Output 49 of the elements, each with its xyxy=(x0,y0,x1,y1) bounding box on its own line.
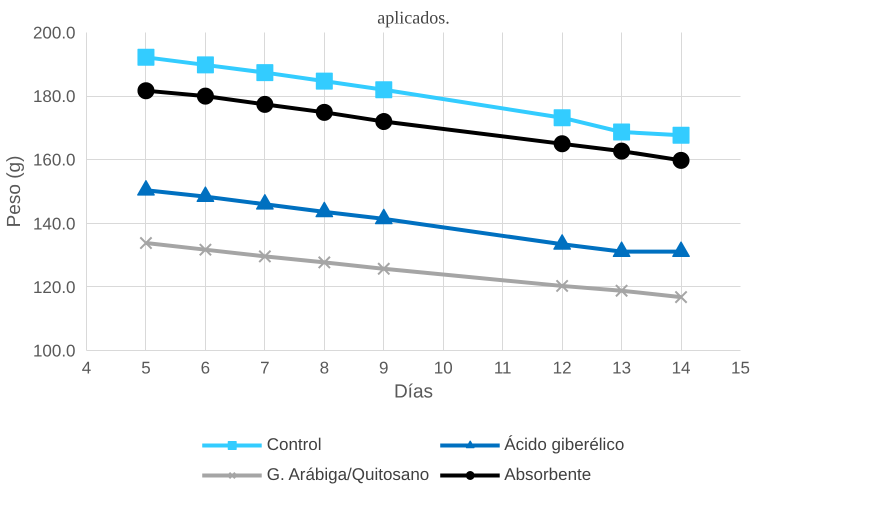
point xyxy=(375,81,392,98)
point xyxy=(672,126,690,144)
point xyxy=(316,104,333,121)
point xyxy=(196,88,214,105)
point xyxy=(555,279,569,293)
point xyxy=(139,236,153,250)
point xyxy=(316,72,333,90)
point xyxy=(614,284,628,298)
point xyxy=(375,113,392,130)
point xyxy=(256,96,274,113)
point xyxy=(198,243,212,256)
x-tick-label: 15 xyxy=(731,358,750,378)
point xyxy=(196,56,214,74)
legend-label: G. Arábiga/Quitosano xyxy=(266,465,430,485)
point xyxy=(554,109,571,126)
x-tick-label: 8 xyxy=(320,358,330,378)
y-tick-label: 140.0 xyxy=(32,214,76,234)
y-tick-label: 120.0 xyxy=(32,278,76,297)
x-tick-label: 14 xyxy=(672,358,691,378)
x-tick-label: 12 xyxy=(552,358,572,378)
point xyxy=(377,262,390,276)
x-tick-label: 7 xyxy=(260,358,270,378)
x-tick-label: 5 xyxy=(141,358,151,378)
point xyxy=(674,290,688,304)
point xyxy=(613,124,630,141)
x-tick-label: 10 xyxy=(434,358,453,378)
y-tick-label: 100.0 xyxy=(32,342,76,360)
legend-label: Absorbente xyxy=(504,465,592,485)
point xyxy=(672,152,690,169)
chart-title: aplicados. xyxy=(377,8,450,28)
x-axis-title: Días xyxy=(394,382,434,402)
point xyxy=(137,48,154,66)
x-tick-label: 13 xyxy=(612,358,632,378)
point xyxy=(258,250,272,264)
y-tick-label: 180.0 xyxy=(32,87,76,106)
x-tick-label: 9 xyxy=(379,358,389,378)
x-tick-label: 11 xyxy=(494,358,512,378)
x-tick-label: 6 xyxy=(200,358,210,378)
legend-label: Ácido giberélico xyxy=(504,435,624,455)
point xyxy=(318,256,331,270)
y-tick-label: 160.0 xyxy=(32,150,76,170)
x-tick-label: 4 xyxy=(82,358,92,378)
point xyxy=(554,135,571,152)
point xyxy=(256,64,274,82)
point xyxy=(137,82,154,100)
y-axis-title: Peso (g) xyxy=(4,156,25,228)
y-tick-label: 200.0 xyxy=(32,24,76,42)
legend-label: Control xyxy=(266,435,322,455)
point xyxy=(613,142,630,160)
